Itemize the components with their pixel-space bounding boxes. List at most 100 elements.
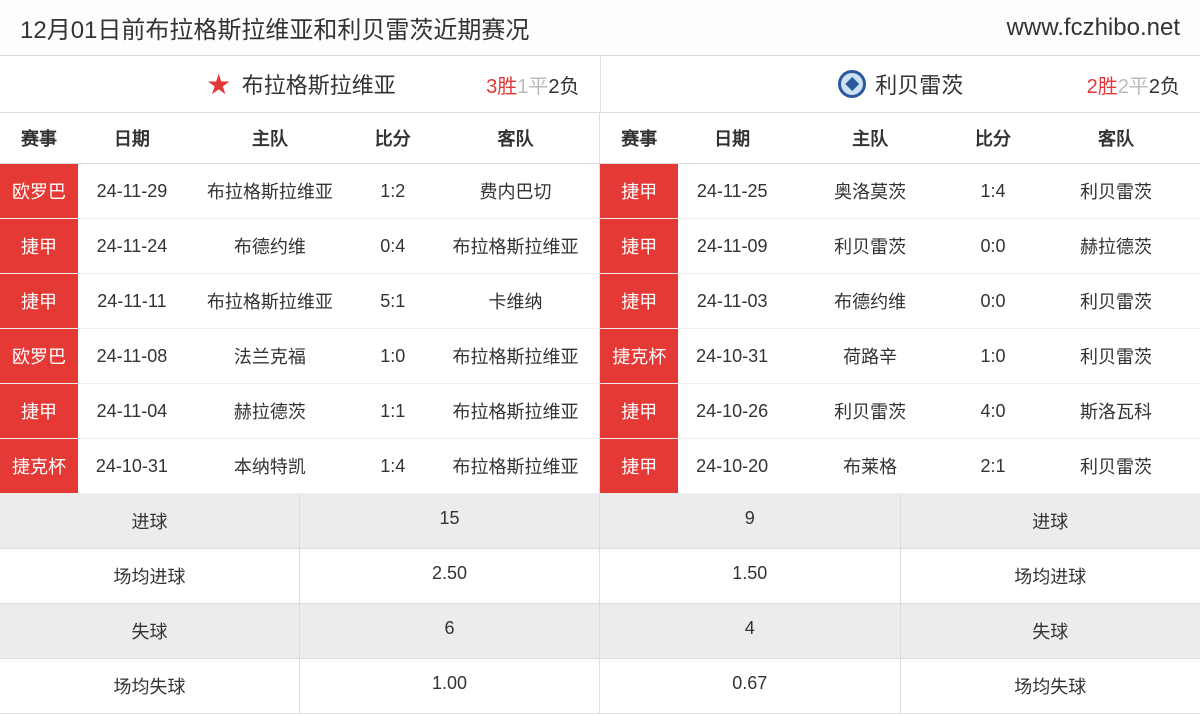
table-row: 捷甲24-11-24布德约维0:4布拉格斯拉维亚 bbox=[0, 219, 600, 274]
away-cell: 利贝雷茨 bbox=[1032, 164, 1200, 219]
table-row: 捷克杯24-10-31本纳特凯1:4布拉格斯拉维亚 bbox=[0, 439, 600, 494]
stats-row: 进球 15 bbox=[0, 494, 600, 549]
away-cell: 利贝雷茨 bbox=[1032, 439, 1200, 494]
home-cell: 布德约维 bbox=[186, 219, 354, 274]
score-cell: 1:1 bbox=[354, 384, 432, 439]
comp-cell: 捷甲 bbox=[0, 274, 78, 329]
date-cell: 24-11-04 bbox=[78, 384, 186, 439]
home-cell: 布莱格 bbox=[786, 439, 954, 494]
conceded-label: 失球 bbox=[901, 604, 1200, 658]
avg-goals-value: 2.50 bbox=[300, 549, 600, 603]
score-cell: 5:1 bbox=[354, 274, 432, 329]
table-row: 捷甲24-11-09利贝雷茨0:0赫拉德茨 bbox=[600, 219, 1200, 274]
score-cell: 1:4 bbox=[954, 164, 1032, 219]
goals-value: 15 bbox=[300, 494, 600, 548]
away-cell: 布拉格斯拉维亚 bbox=[432, 219, 600, 274]
home-cell: 布德约维 bbox=[786, 274, 954, 329]
page-url: www.fczhibo.net bbox=[1007, 14, 1180, 42]
table-row: 欧罗巴24-11-08法兰克福1:0布拉格斯拉维亚 bbox=[0, 329, 600, 384]
table-row: 捷甲24-11-03布德约维0:0利贝雷茨 bbox=[600, 274, 1200, 329]
col-score: 比分 bbox=[354, 113, 432, 164]
team-a-record: 3胜1平2负 bbox=[486, 70, 579, 99]
home-cell: 法兰克福 bbox=[186, 329, 354, 384]
comp-cell: 捷甲 bbox=[0, 384, 78, 439]
table-row: 捷甲24-11-25奥洛莫茨1:4利贝雷茨 bbox=[600, 164, 1200, 219]
date-cell: 24-10-31 bbox=[78, 439, 186, 494]
home-cell: 利贝雷茨 bbox=[786, 384, 954, 439]
stats-row: 场均失球 1.00 bbox=[0, 659, 600, 714]
comp-cell: 捷甲 bbox=[600, 219, 678, 274]
away-cell: 卡维纳 bbox=[432, 274, 600, 329]
date-cell: 24-10-26 bbox=[678, 384, 786, 439]
score-cell: 4:0 bbox=[954, 384, 1032, 439]
score-cell: 1:0 bbox=[354, 329, 432, 384]
team-b-name: 利贝雷茨 bbox=[875, 68, 963, 100]
team-a-stats: 进球 15 场均进球 2.50 失球 6 场均失球 1.00 bbox=[0, 494, 600, 714]
col-home: 主队 bbox=[786, 113, 954, 164]
page-title: 12月01日前布拉格斯拉维亚和利贝雷茨近期赛况 bbox=[20, 10, 529, 45]
away-cell: 布拉格斯拉维亚 bbox=[432, 384, 600, 439]
comp-cell: 捷甲 bbox=[0, 219, 78, 274]
avg-goals-label: 场均进球 bbox=[0, 549, 300, 603]
table-row: 捷甲24-10-20布莱格2:1利贝雷茨 bbox=[600, 439, 1200, 494]
avg-goals-label: 场均进球 bbox=[901, 549, 1200, 603]
score-cell: 1:4 bbox=[354, 439, 432, 494]
date-cell: 24-11-11 bbox=[78, 274, 186, 329]
away-cell: 利贝雷茨 bbox=[1032, 274, 1200, 329]
col-date: 日期 bbox=[78, 113, 186, 164]
date-cell: 24-11-08 bbox=[78, 329, 186, 384]
table-header-row: 赛事 日期 主队 比分 客队 bbox=[0, 113, 600, 164]
stats-row: 9 进球 bbox=[600, 494, 1200, 549]
away-cell: 赫拉德茨 bbox=[1032, 219, 1200, 274]
home-cell: 荷路辛 bbox=[786, 329, 954, 384]
home-cell: 赫拉德茨 bbox=[186, 384, 354, 439]
date-cell: 24-11-09 bbox=[678, 219, 786, 274]
page-header: 12月01日前布拉格斯拉维亚和利贝雷茨近期赛况 www.fczhibo.net bbox=[0, 0, 1200, 56]
home-cell: 利贝雷茨 bbox=[786, 219, 954, 274]
away-cell: 利贝雷茨 bbox=[1032, 329, 1200, 384]
score-cell: 0:0 bbox=[954, 274, 1032, 329]
date-cell: 24-10-31 bbox=[678, 329, 786, 384]
away-cell: 布拉格斯拉维亚 bbox=[432, 329, 600, 384]
comp-cell: 捷甲 bbox=[600, 164, 678, 219]
score-cell: 0:4 bbox=[354, 219, 432, 274]
date-cell: 24-10-20 bbox=[678, 439, 786, 494]
date-cell: 24-11-25 bbox=[678, 164, 786, 219]
home-cell: 本纳特凯 bbox=[186, 439, 354, 494]
goals-value: 9 bbox=[600, 494, 901, 548]
table-row: 捷甲24-11-04赫拉德茨1:1布拉格斯拉维亚 bbox=[0, 384, 600, 439]
team-b-wins: 2胜 bbox=[1087, 76, 1118, 98]
club-badge-icon bbox=[837, 69, 867, 99]
col-score: 比分 bbox=[954, 113, 1032, 164]
score-cell: 1:0 bbox=[954, 329, 1032, 384]
team-b-stats: 9 进球 1.50 场均进球 4 失球 0.67 场均失球 bbox=[600, 494, 1200, 714]
stats-row: 1.50 场均进球 bbox=[600, 549, 1200, 604]
table-row: 捷甲24-11-11布拉格斯拉维亚5:1卡维纳 bbox=[0, 274, 600, 329]
stats-row: 场均进球 2.50 bbox=[0, 549, 600, 604]
team-b-losses: 2负 bbox=[1149, 76, 1180, 98]
avg-conceded-label: 场均失球 bbox=[901, 659, 1200, 713]
avg-conceded-value: 1.00 bbox=[300, 659, 600, 713]
date-cell: 24-11-24 bbox=[78, 219, 186, 274]
stats-row: 0.67 场均失球 bbox=[600, 659, 1200, 714]
comp-cell: 捷克杯 bbox=[0, 439, 78, 494]
score-cell: 2:1 bbox=[954, 439, 1032, 494]
team-b-matches-table: 赛事 日期 主队 比分 客队 捷甲24-11-25奥洛莫茨1:4利贝雷茨捷甲24… bbox=[600, 113, 1200, 494]
comp-cell: 捷甲 bbox=[600, 384, 678, 439]
score-cell: 1:2 bbox=[354, 164, 432, 219]
home-cell: 奥洛莫茨 bbox=[786, 164, 954, 219]
table-header-row: 赛事 日期 主队 比分 客队 bbox=[600, 113, 1200, 164]
table-row: 欧罗巴24-11-29布拉格斯拉维亚1:2费内巴切 bbox=[0, 164, 600, 219]
comp-cell: 欧罗巴 bbox=[0, 164, 78, 219]
star-icon: ★ bbox=[204, 69, 234, 99]
team-a-losses: 2负 bbox=[548, 76, 579, 98]
stats-row: 失球 6 bbox=[0, 604, 600, 659]
goals-label: 进球 bbox=[901, 494, 1200, 548]
home-cell: 布拉格斯拉维亚 bbox=[186, 164, 354, 219]
table-row: 捷甲24-10-26利贝雷茨4:0斯洛瓦科 bbox=[600, 384, 1200, 439]
goals-label: 进球 bbox=[0, 494, 300, 548]
col-comp: 赛事 bbox=[0, 113, 78, 164]
team-b-draws: 2平 bbox=[1118, 76, 1149, 98]
col-date: 日期 bbox=[678, 113, 786, 164]
team-b-header: 利贝雷茨 2胜2平2负 bbox=[601, 56, 1200, 112]
